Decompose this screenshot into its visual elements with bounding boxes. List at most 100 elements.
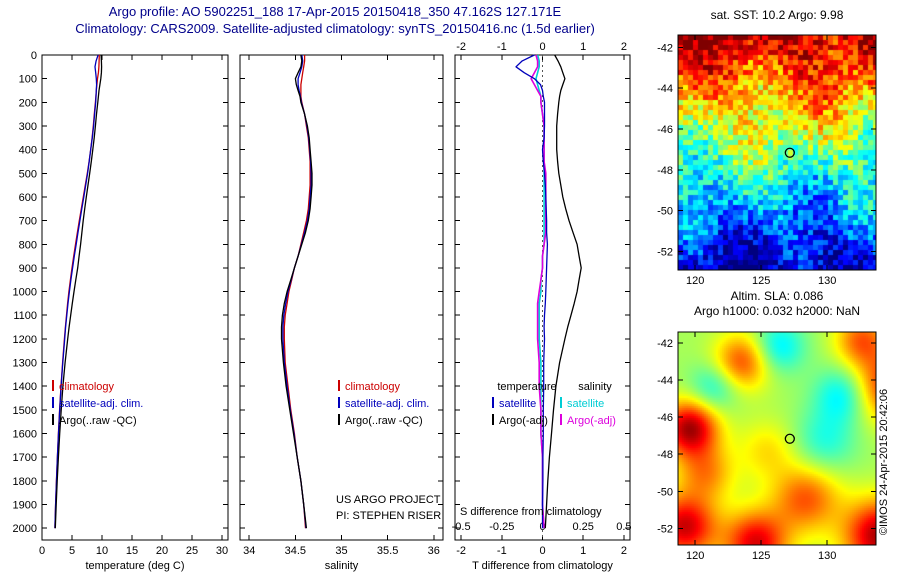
temperature-axis-label: temperature (deg C) xyxy=(85,560,185,572)
tick-label: 500 xyxy=(19,168,37,180)
tick-label: 0.5 xyxy=(616,521,631,533)
legend-item-climatology: climatology xyxy=(52,379,143,396)
us-argo-project-note: US ARGO PROJECT xyxy=(336,494,441,506)
axis-box xyxy=(677,34,877,271)
curve-argo-raw-qc- xyxy=(280,54,313,529)
tick-label: 125 xyxy=(752,550,770,562)
sla-map-title-1: Altim. SLA: 0.086 xyxy=(730,289,824,303)
tick-label: 2000 xyxy=(13,523,37,535)
tick-label: 120 xyxy=(686,275,704,287)
sst-map-image xyxy=(678,35,876,270)
tick-label: 700 xyxy=(19,216,37,228)
tick-label: -48 xyxy=(657,449,673,461)
tick-label: -46 xyxy=(657,412,673,424)
tick-label: 0 xyxy=(39,545,45,557)
tick-label: 600 xyxy=(19,192,37,204)
tick-label: 900 xyxy=(19,263,37,275)
tick-label: -52 xyxy=(657,247,673,259)
tick-label: -1 xyxy=(497,545,507,557)
legend-label-satellite-t: satellite xyxy=(499,398,537,410)
tick-label: -0.25 xyxy=(489,521,514,533)
tick-label: 120 xyxy=(686,550,704,562)
argo-float-position-marker xyxy=(784,147,795,158)
tick-label: 125 xyxy=(752,275,770,287)
tick-label: 200 xyxy=(19,97,37,109)
argo-adj-s-line-marker xyxy=(560,414,562,425)
tick-label: 0.25 xyxy=(572,521,593,533)
legend-label-argo-adj-t: Argo(-adj) xyxy=(499,415,548,427)
axis-box xyxy=(239,54,444,541)
tick-label: -50 xyxy=(657,206,673,218)
tick-label: 1800 xyxy=(13,476,37,488)
salinity-panel-legend: climatology satellite-adj. clim. Argo(..… xyxy=(338,379,429,430)
legend-item-argo-adj-s: Argo(-adj) xyxy=(560,413,630,430)
diff-curve-argo-adj-t xyxy=(544,54,582,529)
tick-label: 0 xyxy=(539,41,545,53)
tick-label: 15 xyxy=(126,545,138,557)
tick-label: 1600 xyxy=(13,429,37,441)
legend-item-satellite-clim: satellite-adj. clim. xyxy=(52,396,143,413)
tick-label: 0 xyxy=(539,545,545,557)
tick-label: 30 xyxy=(216,545,228,557)
curve-satellite-adj-clim- xyxy=(282,54,312,529)
legend-item-satellite-clim: satellite-adj. clim. xyxy=(338,396,429,413)
argo-raw-line-marker xyxy=(52,414,54,425)
legend-label-satellite-clim: satellite-adj. clim. xyxy=(345,398,430,410)
pi-note: PI: STEPHEN RISER xyxy=(336,510,442,522)
tick-label: -50 xyxy=(657,486,673,498)
tick-label: 35.5 xyxy=(377,545,398,557)
tick-label: 1 xyxy=(580,545,586,557)
argo-adj-t-line-marker xyxy=(492,414,494,425)
tick-label: 1100 xyxy=(13,310,37,322)
tick-label: 1200 xyxy=(13,334,37,346)
legend-item-argo-raw: Argo(..raw -QC) xyxy=(52,413,143,430)
argo-float-position-marker xyxy=(784,433,795,444)
tick-label: 10 xyxy=(96,545,108,557)
legend-label-argo-raw: Argo(..raw -QC) xyxy=(59,415,137,427)
title-line-2: Climatology: CARS2009. Satellite-adjuste… xyxy=(75,21,595,36)
sla-map-image xyxy=(678,332,876,545)
legend-label-climatology: climatology xyxy=(59,381,115,393)
temperature-panel-legend: climatology satellite-adj. clim. Argo(..… xyxy=(52,379,143,430)
tick-label: 0 xyxy=(31,50,37,62)
tick-label: 35 xyxy=(335,545,347,557)
tick-label: -2 xyxy=(456,545,466,557)
argo-raw-line-marker xyxy=(338,414,340,425)
tick-label: -46 xyxy=(657,124,673,136)
legend-item-satellite-s: satellite xyxy=(560,396,630,413)
imos-credit: ©IMOS 24-Apr-2015 20:42:06 xyxy=(878,388,890,536)
legend-item-satellite-t: satellite xyxy=(492,396,562,413)
tick-label: -0.5 xyxy=(452,521,471,533)
satellite-s-line-marker xyxy=(560,397,562,408)
difference-temp-legend: temperature satellite Argo(-adj) xyxy=(492,379,562,430)
axis-box xyxy=(677,331,877,546)
tick-label: 1 xyxy=(580,41,586,53)
legend-label-satellite-clim: satellite-adj. clim. xyxy=(59,398,144,410)
axis-box xyxy=(41,54,229,541)
tick-label: 2 xyxy=(621,41,627,53)
legend-label-argo-adj-s: Argo(-adj) xyxy=(567,415,616,427)
tick-label: -44 xyxy=(657,83,673,95)
curve-satellite-adj-clim- xyxy=(54,54,99,529)
legend-temp-header: temperature xyxy=(497,381,557,393)
curve-climatology xyxy=(54,54,100,529)
satellite-t-line-marker xyxy=(492,397,494,408)
legend-item-climatology: climatology xyxy=(338,379,429,396)
tick-label: 130 xyxy=(818,275,836,287)
salinity-axis-label: salinity xyxy=(324,560,359,572)
tick-label: 25 xyxy=(186,545,198,557)
tick-label: -52 xyxy=(657,523,673,535)
title-line-1: Argo profile: AO 5902251_188 17-Apr-2015… xyxy=(108,4,562,19)
sla-map-title-2: Argo h1000: 0.032 h2000: NaN xyxy=(693,304,861,318)
tick-label: 1300 xyxy=(13,358,37,370)
legend-label-argo-raw: Argo(..raw -QC) xyxy=(345,415,423,427)
legend-item-argo-adj-t: Argo(-adj) xyxy=(492,413,562,430)
tick-label: -2 xyxy=(456,41,466,53)
t-difference-axis-label: T difference from climatology xyxy=(472,560,613,572)
tick-label: 100 xyxy=(19,74,37,86)
difference-sal-legend: salinity satellite Argo(-adj) xyxy=(560,379,630,430)
legend-label-climatology: climatology xyxy=(345,381,401,393)
tick-label: 400 xyxy=(19,145,37,157)
